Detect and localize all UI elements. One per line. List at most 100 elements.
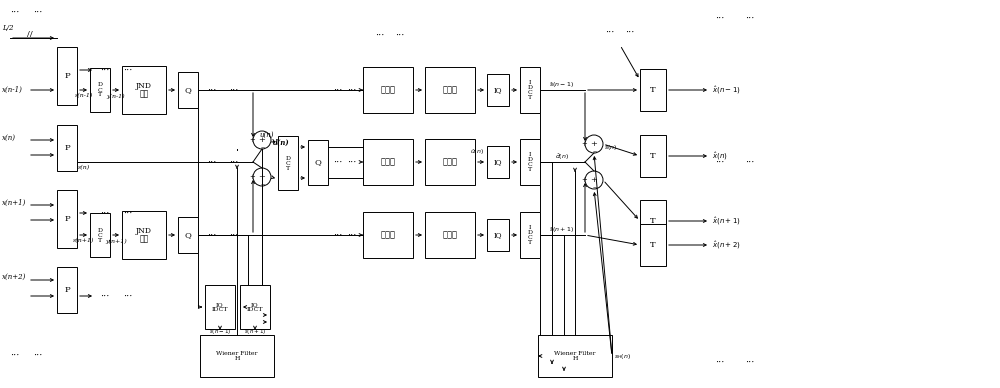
- Text: P: P: [64, 215, 70, 223]
- Text: IQ: IQ: [494, 158, 502, 166]
- Text: d(n): d(n): [273, 139, 290, 147]
- FancyBboxPatch shape: [178, 72, 198, 108]
- Text: ···: ···: [745, 14, 755, 23]
- Text: Wiener Filter
H: Wiener Filter H: [554, 351, 596, 361]
- Text: y(n-1): y(n-1): [107, 94, 125, 99]
- FancyBboxPatch shape: [487, 74, 509, 106]
- Text: T: T: [650, 217, 656, 225]
- Text: 熵编码: 熵编码: [380, 158, 396, 166]
- Text: $\hat{x}(n+1)$: $\hat{x}(n+1)$: [712, 215, 741, 227]
- Text: ···: ···: [229, 158, 239, 166]
- Text: ···: ···: [347, 85, 357, 95]
- Text: I
D
C
T: I D C T: [528, 80, 532, 100]
- Text: +: +: [249, 173, 255, 181]
- Text: ···: ···: [745, 158, 755, 166]
- Text: +: +: [591, 176, 597, 184]
- Text: +: +: [591, 140, 597, 148]
- Text: $\hat{s}(n+1)$: $\hat{s}(n+1)$: [244, 327, 266, 337]
- FancyBboxPatch shape: [57, 267, 77, 313]
- FancyBboxPatch shape: [520, 67, 540, 113]
- FancyBboxPatch shape: [425, 139, 475, 185]
- Text: ···: ···: [229, 230, 239, 239]
- Text: JND
处理: JND 处理: [136, 82, 152, 98]
- Text: ···: ···: [347, 230, 357, 239]
- Text: P: P: [64, 286, 70, 294]
- Text: ···: ···: [123, 291, 133, 300]
- Text: $\hat{s}(n+1)$: $\hat{s}(n+1)$: [549, 225, 575, 235]
- FancyBboxPatch shape: [425, 212, 475, 258]
- FancyBboxPatch shape: [57, 190, 77, 248]
- Text: JND
处理: JND 处理: [136, 227, 152, 243]
- FancyBboxPatch shape: [240, 285, 270, 329]
- Text: D
C
T: D C T: [98, 227, 103, 242]
- Text: x(n+1): x(n+1): [2, 199, 26, 207]
- Text: –: –: [593, 183, 597, 191]
- FancyBboxPatch shape: [520, 139, 540, 185]
- FancyBboxPatch shape: [278, 136, 298, 190]
- Text: ···: ···: [207, 230, 217, 239]
- FancyBboxPatch shape: [57, 47, 77, 105]
- FancyBboxPatch shape: [363, 139, 413, 185]
- Text: ···: ···: [715, 357, 725, 367]
- Text: s(n+1): s(n+1): [73, 239, 95, 244]
- Text: 熵解码: 熵解码: [442, 231, 458, 239]
- FancyBboxPatch shape: [122, 211, 166, 259]
- Text: ···: ···: [123, 208, 133, 218]
- Text: ···: ···: [347, 158, 357, 166]
- Text: Q: Q: [315, 159, 321, 166]
- Text: +: +: [259, 136, 265, 144]
- FancyBboxPatch shape: [640, 200, 666, 242]
- Text: $s_H(n)$: $s_H(n)$: [614, 352, 631, 360]
- FancyBboxPatch shape: [178, 217, 198, 253]
- Text: ···: ···: [333, 158, 343, 166]
- Text: $\hat{s}(n-1)$: $\hat{s}(n-1)$: [549, 80, 575, 90]
- Text: ···: ···: [333, 85, 343, 95]
- FancyBboxPatch shape: [640, 69, 666, 111]
- Text: ···: ···: [33, 7, 43, 17]
- FancyBboxPatch shape: [487, 219, 509, 251]
- Text: L/2: L/2: [2, 24, 14, 32]
- Text: IQ: IQ: [494, 231, 502, 239]
- Text: x(n+2): x(n+2): [2, 273, 26, 281]
- Text: ···: ···: [605, 28, 615, 36]
- Text: $\hat{s}(n-1)$: $\hat{s}(n-1)$: [209, 327, 231, 337]
- Text: D
C
T: D C T: [286, 156, 290, 170]
- Text: ···: ···: [229, 85, 239, 95]
- Text: ···: ···: [395, 31, 405, 40]
- Text: ···: ···: [375, 31, 385, 40]
- Text: 熵编码: 熵编码: [380, 231, 396, 239]
- Text: ···: ···: [33, 350, 43, 360]
- Text: $\hat{d}(n)$: $\hat{d}(n)$: [555, 152, 569, 163]
- Text: –: –: [593, 147, 597, 155]
- Text: ···: ···: [715, 158, 725, 166]
- Text: +: +: [259, 173, 265, 181]
- Text: u(n): u(n): [260, 131, 274, 139]
- Text: Q: Q: [185, 86, 191, 94]
- Text: s(n): s(n): [78, 165, 90, 171]
- Text: P: P: [64, 144, 70, 152]
- Text: ···: ···: [625, 28, 635, 36]
- Text: –: –: [261, 180, 265, 188]
- Text: +: +: [581, 176, 587, 184]
- Text: $\hat{x}(n)$: $\hat{x}(n)$: [712, 150, 728, 162]
- Text: IQ
IDCT: IQ IDCT: [247, 302, 263, 312]
- Text: P: P: [64, 72, 70, 80]
- Text: T: T: [650, 86, 656, 94]
- Text: s(n-1): s(n-1): [75, 94, 93, 99]
- FancyBboxPatch shape: [363, 212, 413, 258]
- Text: $\hat{u}(n)$: $\hat{u}(n)$: [470, 147, 484, 157]
- Text: ···: ···: [100, 291, 110, 300]
- Text: 熵解码: 熵解码: [442, 86, 458, 94]
- Text: IQ: IQ: [494, 86, 502, 94]
- FancyBboxPatch shape: [90, 68, 110, 112]
- Text: I
D
C
T: I D C T: [528, 152, 532, 172]
- Text: //: //: [27, 30, 33, 38]
- FancyBboxPatch shape: [363, 67, 413, 113]
- FancyBboxPatch shape: [520, 212, 540, 258]
- FancyBboxPatch shape: [538, 335, 612, 377]
- FancyBboxPatch shape: [200, 335, 274, 377]
- Text: +: +: [581, 140, 587, 148]
- Text: Wiener Filter
H: Wiener Filter H: [216, 351, 258, 361]
- Text: ···: ···: [207, 158, 217, 166]
- FancyBboxPatch shape: [57, 125, 77, 171]
